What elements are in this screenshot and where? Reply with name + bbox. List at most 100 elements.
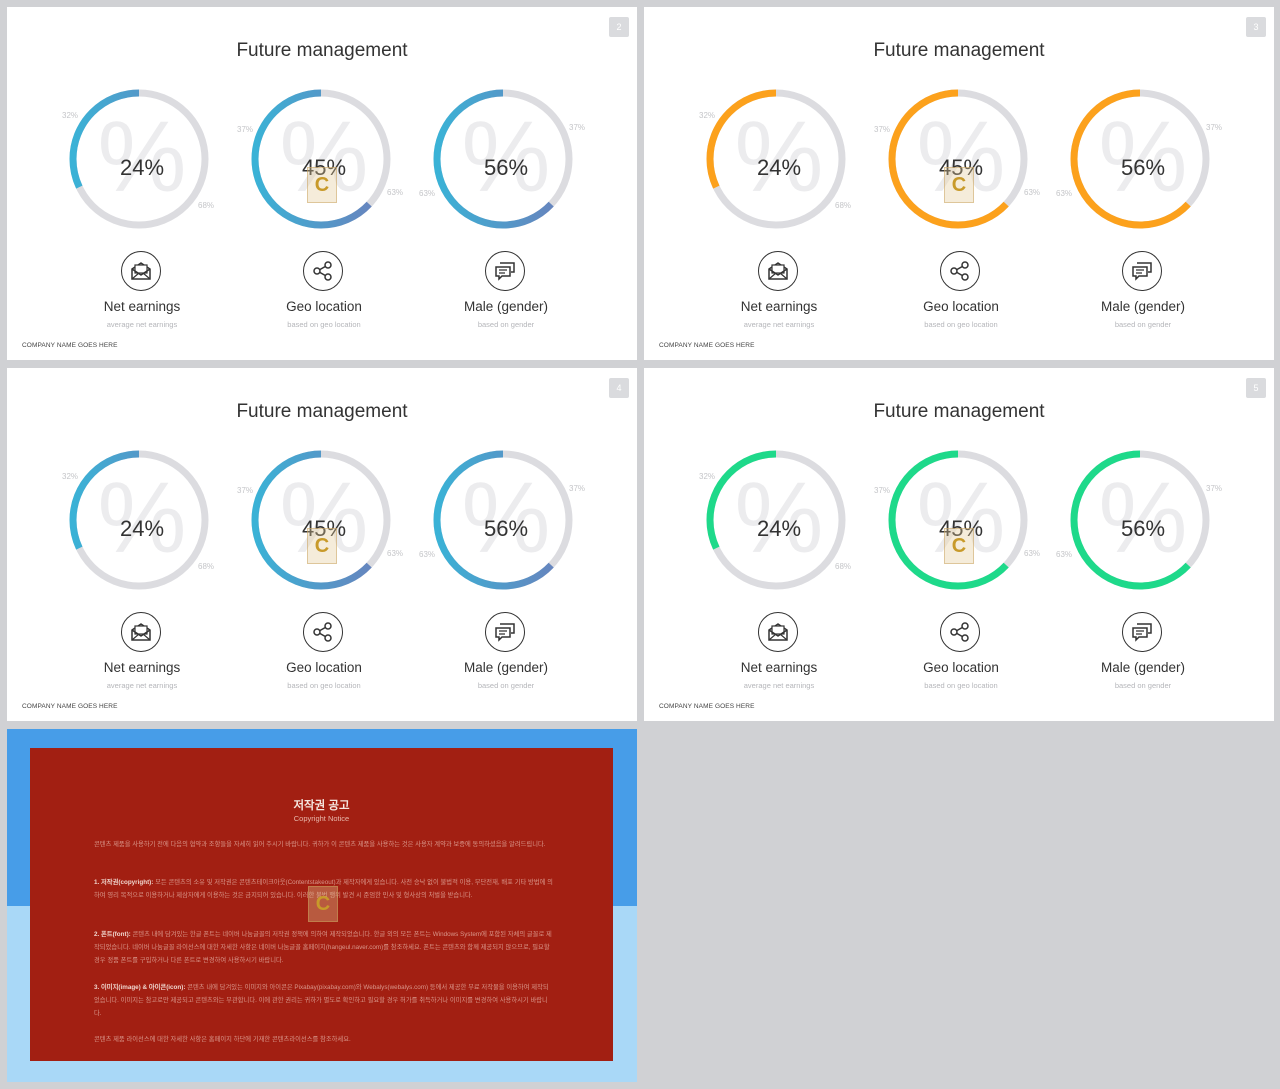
slide-title: Future management	[873, 40, 1045, 61]
ring-label-left: 32%	[62, 111, 79, 120]
watermark-logo: C	[308, 886, 338, 922]
stat-subtitle: based on gender	[477, 320, 535, 329]
percent-watermark-icon: %	[279, 101, 369, 213]
slide-5: 5 Future management COMPANY NAME GOES HE…	[644, 368, 1274, 721]
copyright-title: 저작권 공고	[293, 800, 350, 812]
share-icon	[940, 251, 980, 291]
percent-watermark-icon: %	[279, 462, 369, 574]
ring-fill	[433, 89, 573, 229]
copyright-slide: 저작권 공고 Copyright Notice 콘텐츠 제품을 사용하기 전에 …	[7, 729, 637, 1082]
stat-item: % 45% 37% 63% Geo location based on geo …	[874, 89, 1040, 329]
copyright-paragraph-1: 1. 저작권(copyright): 모든 콘텐츠의 소유 및 저작권은 콘텐츠…	[94, 876, 554, 902]
ring-label-right: 68%	[835, 562, 852, 571]
progress-ring	[1070, 89, 1210, 229]
ring-label-left: 32%	[699, 111, 716, 120]
company-footer: COMPANY NAME GOES HERE	[22, 703, 118, 710]
copyright-p3-text: 콘텐츠 내에 담겨있는 이미지와 아이콘은 Pixabay(pixabay.co…	[94, 984, 549, 1017]
ring-label-left: 63%	[419, 550, 436, 559]
ring-label-left: 63%	[1056, 550, 1073, 559]
ring-label-right: 68%	[835, 201, 852, 210]
ring-fill	[1070, 450, 1210, 590]
copyright-p2-head: 2. 폰트(font):	[94, 931, 131, 938]
copyright-p1-text: 모든 콘텐츠의 소유 및 저작권은 콘텐츠테이크아웃(Contentstakeo…	[94, 879, 553, 899]
copyright-intro: 콘텐츠 제품을 사용하기 전에 다음의 협약과 조항들을 자세히 읽어 주시기 …	[94, 841, 546, 848]
ring-label-right: 37%	[569, 484, 586, 493]
ring-fill	[706, 450, 846, 590]
slide-number: 5	[1246, 378, 1266, 398]
slide-title: Future management	[236, 401, 408, 422]
percent-watermark-icon: %	[734, 101, 824, 213]
copyright-outro: 콘텐츠 제품 라이선스에 대한 자세한 사항은 홈페이지 하단에 기재한 콘텐츠…	[94, 1036, 351, 1043]
percent-watermark-icon: %	[1098, 462, 1188, 574]
progress-ring	[888, 450, 1028, 590]
copyright-subtitle: Copyright Notice	[293, 814, 350, 823]
watermark-logo: C	[307, 167, 337, 203]
progress-ring	[706, 450, 846, 590]
watermark-logo: C	[307, 528, 337, 564]
stat-name: Male (gender)	[463, 299, 549, 314]
company-footer: COMPANY NAME GOES HERE	[659, 342, 755, 349]
stat-subtitle: average net earnings	[743, 681, 815, 690]
stat-item: % 24% 32% 68% Net earnings average net e…	[62, 89, 217, 329]
watermark-logo: C	[944, 167, 974, 203]
stat-value: 24%	[119, 516, 165, 541]
stat-item: % 24% 32% 68% Net earnings average net e…	[62, 450, 217, 690]
stat-item: % 24% 32% 68% Net earnings average net e…	[699, 450, 854, 690]
stat-name: Geo location	[286, 299, 362, 314]
stat-item: % 56% 63% 37% Male (gender) based on gen…	[1056, 450, 1222, 690]
stat-subtitle: based on gender	[1114, 681, 1172, 690]
copyright-paragraph-3: 3. 이미지(image) & 아이콘(icon): 콘텐츠 내에 담겨있는 이…	[94, 981, 554, 1020]
chat-icon	[1122, 612, 1162, 652]
progress-ring	[251, 450, 391, 590]
ring-label-left: 37%	[237, 125, 254, 134]
stat-item: % 45% 37% 63% Geo location based on geo …	[237, 450, 403, 690]
envelope-icon	[121, 251, 161, 291]
stat-subtitle: based on gender	[1114, 320, 1172, 329]
ring-fill	[251, 450, 391, 590]
slide-4: 4 Future management COMPANY NAME GOES HE…	[7, 368, 637, 721]
copyright-panel: 저작권 공고 Copyright Notice 콘텐츠 제품을 사용하기 전에 …	[30, 748, 613, 1061]
slide-number: 4	[609, 378, 629, 398]
ring-label-left: 32%	[699, 472, 716, 481]
slide-number: 3	[1246, 17, 1266, 37]
stat-subtitle: based on geo location	[924, 681, 998, 690]
progress-ring	[706, 89, 846, 229]
stat-name: Male (gender)	[463, 660, 549, 675]
stat-subtitle: average net earnings	[106, 681, 178, 690]
ring-label-left: 37%	[874, 125, 891, 134]
ring-label-left: 63%	[419, 189, 436, 198]
stat-value: 56%	[1120, 516, 1166, 541]
envelope-icon	[758, 251, 798, 291]
envelope-icon	[758, 612, 798, 652]
stat-item: % 56% 63% 37% Male (gender) based on gen…	[1056, 89, 1222, 329]
slide-2: 2 Future management COMPANY NAME GOES HE…	[7, 7, 637, 360]
chat-icon	[485, 612, 525, 652]
progress-ring	[1070, 450, 1210, 590]
ring-fill	[888, 450, 1028, 590]
ring-fill	[433, 450, 573, 590]
percent-watermark-icon: %	[461, 462, 551, 574]
ring-label-right: 37%	[1206, 123, 1223, 132]
percent-watermark-icon: %	[97, 101, 187, 213]
ring-label-right: 63%	[387, 188, 404, 197]
progress-ring	[888, 89, 1028, 229]
ring-label-right: 68%	[198, 201, 215, 210]
stat-subtitle: average net earnings	[743, 320, 815, 329]
stat-item: % 45% 37% 63% Geo location based on geo …	[874, 450, 1040, 690]
ring-fill	[706, 89, 846, 229]
watermark-letter: C	[951, 173, 967, 196]
watermark-letter: C	[315, 892, 331, 915]
copyright-p1-head: 1. 저작권(copyright):	[94, 879, 154, 886]
stat-name: Net earnings	[740, 660, 818, 675]
progress-ring	[433, 450, 573, 590]
stat-name: Net earnings	[103, 299, 181, 314]
stat-name: Net earnings	[740, 299, 818, 314]
chat-icon	[485, 251, 525, 291]
slide-number: 2	[609, 17, 629, 37]
watermark-letter: C	[314, 173, 330, 196]
envelope-icon	[121, 612, 161, 652]
progress-ring	[433, 89, 573, 229]
company-footer: COMPANY NAME GOES HERE	[659, 703, 755, 710]
stat-subtitle: based on geo location	[287, 681, 361, 690]
ring-fill	[1070, 89, 1210, 229]
